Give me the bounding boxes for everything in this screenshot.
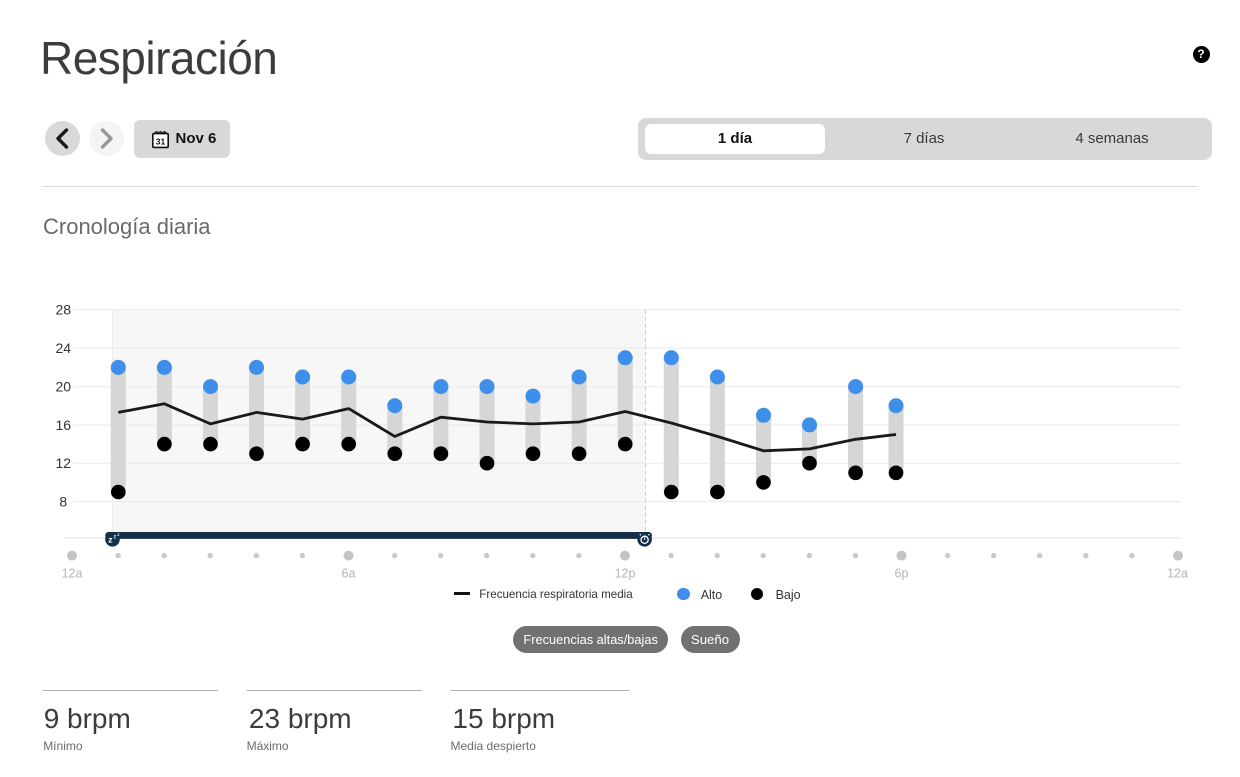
svg-text:31: 31 (155, 136, 165, 146)
svg-text:20: 20 (56, 379, 72, 395)
svg-text:z: z (113, 535, 116, 541)
svg-text:24: 24 (56, 340, 72, 356)
svg-text:12a: 12a (62, 567, 83, 581)
svg-text:6a: 6a (342, 567, 356, 581)
svg-text:z: z (117, 532, 120, 537)
svg-text:12p: 12p (615, 567, 636, 581)
svg-text:12a: 12a (1167, 567, 1188, 581)
svg-text:16: 16 (56, 417, 72, 433)
svg-text:8: 8 (59, 493, 67, 509)
svg-text:6p: 6p (895, 567, 909, 581)
svg-text:z: z (108, 535, 112, 545)
svg-text:12: 12 (56, 455, 72, 471)
svg-text:28: 28 (56, 302, 72, 318)
